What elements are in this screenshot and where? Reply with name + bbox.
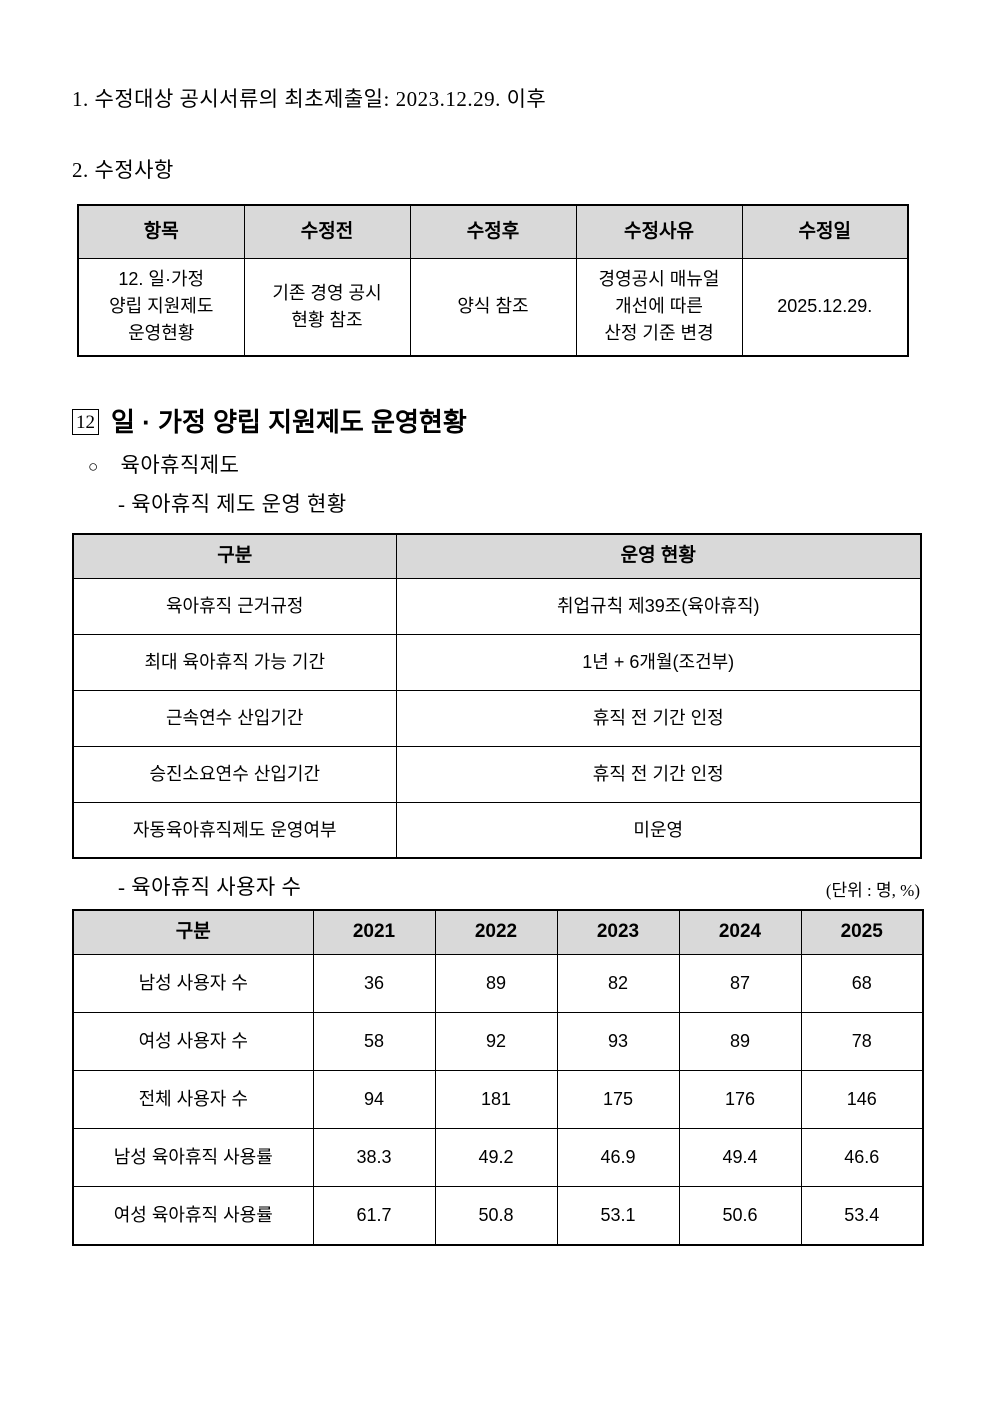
paragraph-revisions-title: 2. 수정사항 bbox=[72, 158, 174, 183]
row-label-cell: 승진소요연수 산입기간 bbox=[72, 745, 397, 803]
column-header: 수정후 bbox=[409, 204, 577, 259]
circle-bullet-icon: ○ bbox=[88, 457, 99, 476]
value-cell: 58 bbox=[312, 1012, 436, 1072]
table-row: 남성 사용자 수 36 89 82 87 68 bbox=[72, 954, 924, 1014]
usage-table-header-row: 구분 2021 2022 2023 2024 2025 bbox=[72, 909, 924, 956]
value-cell: 61.7 bbox=[312, 1186, 436, 1246]
row-label-cell: 육아휴직 근거규정 bbox=[72, 577, 397, 635]
value-cell: 휴직 전 기간 인정 bbox=[395, 689, 922, 747]
column-header: 운영 현황 bbox=[395, 533, 922, 579]
row-label-cell: 최대 육아휴직 가능 기간 bbox=[72, 633, 397, 691]
value-cell: 89 bbox=[678, 1012, 802, 1072]
value-cell: 46.6 bbox=[800, 1128, 924, 1188]
column-header: 항목 bbox=[77, 204, 245, 259]
users-subtitle-row: - 육아휴직 사용자 수 (단위 : 명, %) bbox=[0, 875, 920, 900]
column-header: 2021 bbox=[312, 909, 436, 956]
table-row: 여성 육아휴직 사용률 61.7 50.8 53.1 50.6 53.4 bbox=[72, 1186, 924, 1246]
program-table: 구분 운영 현황 육아휴직 근거규정 취업규칙 제39조(육아휴직) 최대 육아휴직 … bbox=[72, 533, 922, 860]
revision-table-header-row: 항목 수정전 수정후 수정사유 수정일 bbox=[77, 204, 909, 259]
value-cell: 175 bbox=[556, 1070, 680, 1130]
value-cell: 176 bbox=[678, 1070, 802, 1130]
value-cell: 경영공시 매뉴얼 개선에 따른 산정 기준 변경 bbox=[575, 258, 743, 356]
value-cell: 휴직 전 기간 인정 bbox=[395, 745, 922, 803]
row-label-cell: 여성 육아휴직 사용률 bbox=[72, 1186, 314, 1246]
unit-label: (단위 : 명, %) bbox=[825, 880, 920, 900]
value-cell: 36 bbox=[312, 954, 436, 1014]
value-cell: 2025.12.29. bbox=[741, 258, 909, 356]
table-row: 남성 육아휴직 사용률 38.3 49.2 46.9 49.4 46.6 bbox=[72, 1128, 924, 1188]
column-header: 2025 bbox=[800, 909, 924, 956]
program-table-header-row: 구분 운영 현황 bbox=[72, 533, 922, 579]
column-header: 2023 bbox=[556, 909, 680, 956]
value-cell: 기존 경영 공시 현황 참조 bbox=[243, 258, 411, 356]
sub-item-program-status: - 육아휴직 제도 운영 현황 bbox=[118, 492, 347, 517]
column-header: 2024 bbox=[678, 909, 802, 956]
table-row: 전체 사용자 수 94 181 175 176 146 bbox=[72, 1070, 924, 1130]
sub-item-user-count: - 육아휴직 사용자 수 bbox=[118, 875, 302, 900]
row-label-cell: 12. 일·가정 양립 지원제도 운영현황 bbox=[77, 258, 245, 356]
section-heading: 12 일 · 가정 양립 지원제도 운영현황 bbox=[72, 406, 992, 439]
row-label-cell: 자동육아휴직제도 운영여부 bbox=[72, 801, 397, 859]
table-row: 여성 사용자 수 58 92 93 89 78 bbox=[72, 1012, 924, 1072]
value-cell: 양식 참조 bbox=[409, 258, 577, 356]
bullet-item-label: 육아휴직제도 bbox=[120, 453, 240, 477]
column-header: 구분 bbox=[72, 533, 397, 579]
value-cell: 87 bbox=[678, 954, 802, 1014]
row-label-cell: 근속연수 산입기간 bbox=[72, 689, 397, 747]
usage-table: 구분 2021 2022 2023 2024 2025 남성 사용자 수 36 89 82 87 6… bbox=[72, 908, 924, 1246]
value-cell: 49.2 bbox=[434, 1128, 558, 1188]
value-cell: 49.4 bbox=[678, 1128, 802, 1188]
section-number-box: 12 bbox=[72, 408, 99, 435]
column-header: 구분 bbox=[72, 909, 314, 956]
value-cell: 89 bbox=[434, 954, 558, 1014]
value-cell: 50.8 bbox=[434, 1186, 558, 1246]
column-header: 수정전 bbox=[243, 204, 411, 259]
table-row: 근속연수 산입기간 휴직 전 기간 인정 bbox=[72, 689, 922, 747]
value-cell: 94 bbox=[312, 1070, 436, 1130]
value-cell: 146 bbox=[800, 1070, 924, 1130]
value-cell: 82 bbox=[556, 954, 680, 1014]
table-row: 최대 육아휴직 가능 기간 1년 + 6개월(조건부) bbox=[72, 633, 922, 691]
row-label-cell: 남성 육아휴직 사용률 bbox=[72, 1128, 314, 1188]
table-row: 12. 일·가정 양립 지원제도 운영현황 기존 경영 공시 현황 참조 양식 참조… bbox=[77, 258, 909, 356]
row-label-cell: 남성 사용자 수 bbox=[72, 954, 314, 1014]
value-cell: 93 bbox=[556, 1012, 680, 1072]
paragraph-submission-date: 1. 수정대상 공시서류의 최초제출일: 2023.12.29. 이후 bbox=[72, 87, 547, 111]
value-cell: 68 bbox=[800, 954, 924, 1014]
value-cell: 53.4 bbox=[800, 1186, 924, 1246]
value-cell: 38.3 bbox=[312, 1128, 436, 1188]
value-cell: 취업규칙 제39조(육아휴직) bbox=[395, 577, 922, 635]
section-title: 일 · 가정 양립 지원제도 운영현황 bbox=[111, 406, 467, 437]
value-cell: 46.9 bbox=[556, 1128, 680, 1188]
table-row: 승진소요연수 산입기간 휴직 전 기간 인정 bbox=[72, 745, 922, 803]
bullet-item-parental-leave: ○ 육아휴직제도 bbox=[88, 453, 992, 478]
revision-table: 항목 수정전 수정후 수정사유 수정일 12. 일·가정 양립 지원제도 운영현황 기존 … bbox=[77, 203, 909, 357]
value-cell: 50.6 bbox=[678, 1186, 802, 1246]
column-header: 수정일 bbox=[741, 204, 909, 259]
value-cell: 1년 + 6개월(조건부) bbox=[395, 633, 922, 691]
value-cell: 53.1 bbox=[556, 1186, 680, 1246]
column-header: 2022 bbox=[434, 909, 558, 956]
row-label-cell: 여성 사용자 수 bbox=[72, 1012, 314, 1072]
table-row: 육아휴직 근거규정 취업규칙 제39조(육아휴직) bbox=[72, 577, 922, 635]
value-cell: 미운영 bbox=[395, 801, 922, 859]
table-row: 자동육아휴직제도 운영여부 미운영 bbox=[72, 801, 922, 859]
row-label-cell: 전체 사용자 수 bbox=[72, 1070, 314, 1130]
value-cell: 92 bbox=[434, 1012, 558, 1072]
value-cell: 181 bbox=[434, 1070, 558, 1130]
value-cell: 78 bbox=[800, 1012, 924, 1072]
column-header: 수정사유 bbox=[575, 204, 743, 259]
